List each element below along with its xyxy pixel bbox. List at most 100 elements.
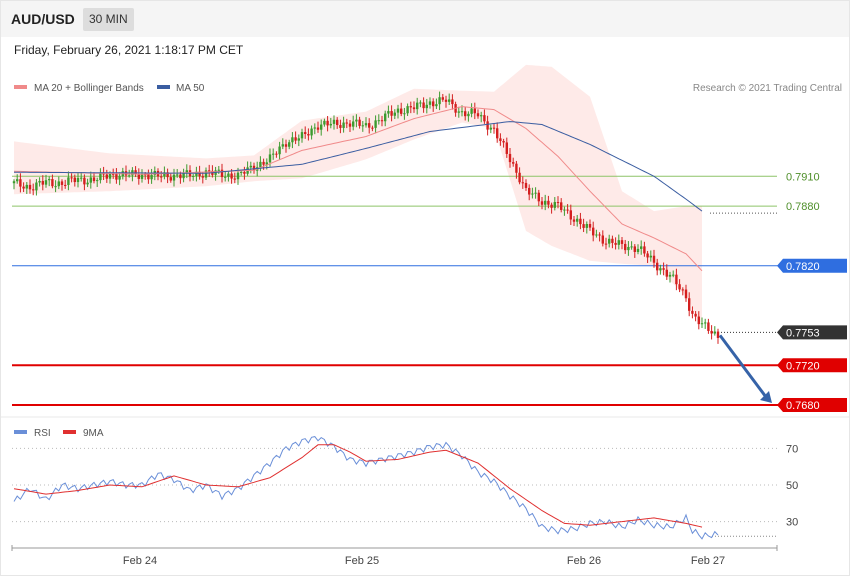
candle-body: [316, 127, 320, 130]
candle: [403, 107, 406, 120]
candle-body: [489, 127, 492, 130]
candle: [73, 174, 76, 187]
candle-body: [486, 121, 489, 130]
candle-body: [89, 177, 92, 183]
candle: [556, 196, 560, 209]
candle-body: [275, 153, 278, 155]
candle: [316, 121, 320, 133]
candle: [476, 109, 480, 119]
candle: [710, 325, 713, 340]
candle: [499, 133, 502, 146]
candle-body: [220, 169, 224, 178]
candle-body: [355, 119, 358, 122]
candle-body: [172, 174, 176, 181]
x-tick-label: Feb 27: [691, 555, 725, 567]
ma50-legend-swatch: [157, 85, 170, 89]
candle: [688, 292, 691, 317]
candle: [51, 174, 54, 189]
candle: [89, 171, 92, 189]
candle: [32, 183, 35, 196]
candle-body: [681, 289, 684, 291]
candle-body: [60, 181, 64, 185]
candle: [473, 102, 476, 120]
candle: [636, 244, 640, 255]
candle: [243, 166, 246, 180]
candle: [489, 124, 492, 134]
candle: [54, 180, 57, 193]
candle-body: [233, 178, 236, 180]
rsi-tick-50: 50: [786, 480, 798, 492]
candle-body: [659, 268, 662, 271]
candle: [192, 173, 195, 181]
candle-body: [134, 170, 137, 175]
candle: [304, 126, 307, 139]
credit-label: Research © 2021 Trading Central: [693, 83, 842, 94]
ma50-line: [14, 121, 703, 212]
candle-body: [396, 108, 400, 113]
candle: [12, 179, 16, 190]
candle-body: [377, 120, 380, 122]
candle-body: [73, 177, 76, 183]
candle-body: [144, 174, 147, 176]
candle: [288, 139, 291, 150]
candle-body: [137, 174, 140, 179]
candle-body: [240, 171, 243, 173]
timeframe-badge[interactable]: 30 MIN: [83, 8, 134, 31]
candle-body: [160, 176, 163, 178]
candle-body: [604, 243, 608, 245]
candle-body: [320, 124, 323, 130]
candle-body: [230, 173, 233, 179]
candle: [339, 119, 342, 134]
level-tag-0.7753: [777, 325, 847, 340]
level-label-0.7680: 0.7680: [786, 400, 820, 412]
candle-body: [380, 120, 384, 122]
candle-body: [294, 137, 297, 141]
candle-body: [268, 154, 272, 163]
candle: [467, 111, 470, 122]
candle: [684, 284, 688, 302]
candle-body: [48, 179, 51, 181]
candle: [534, 187, 537, 199]
candle-body: [435, 104, 438, 107]
candle-body: [297, 138, 300, 141]
candle-body: [460, 111, 464, 113]
candle: [83, 174, 86, 191]
candle-body: [611, 238, 614, 243]
candle: [528, 184, 531, 201]
candle-body: [224, 176, 227, 178]
candle: [115, 168, 118, 184]
candle-body: [147, 174, 150, 180]
candle: [182, 168, 185, 183]
candle: [19, 173, 22, 193]
candle: [25, 182, 28, 194]
candle: [457, 106, 460, 118]
candle: [92, 172, 96, 184]
candle-body: [700, 323, 704, 325]
candle-body: [582, 224, 585, 228]
candle: [662, 262, 665, 276]
candle-body: [553, 202, 556, 208]
candle-body: [412, 107, 416, 110]
candle-body: [521, 182, 524, 184]
candle-body: [41, 180, 44, 185]
candle: [396, 104, 400, 119]
candle-body: [384, 113, 387, 122]
candle-body: [96, 180, 99, 182]
rsi-series-9MA: [13, 444, 703, 528]
candle: [502, 138, 505, 148]
candle: [691, 306, 694, 319]
candle-body: [508, 153, 512, 163]
candle-body: [464, 111, 467, 117]
candle-body: [476, 113, 480, 117]
level-tag-0.7680: [777, 398, 847, 413]
candle: [393, 109, 396, 120]
candle: [694, 311, 697, 322]
candle: [294, 131, 297, 145]
candle-body: [675, 274, 678, 285]
candle: [368, 118, 371, 134]
candle-body: [281, 144, 284, 147]
level-label-0.7910: 0.7910: [786, 171, 820, 183]
candle-body: [358, 119, 361, 126]
rsi-tick-30: 30: [786, 517, 798, 529]
candle: [572, 216, 576, 227]
